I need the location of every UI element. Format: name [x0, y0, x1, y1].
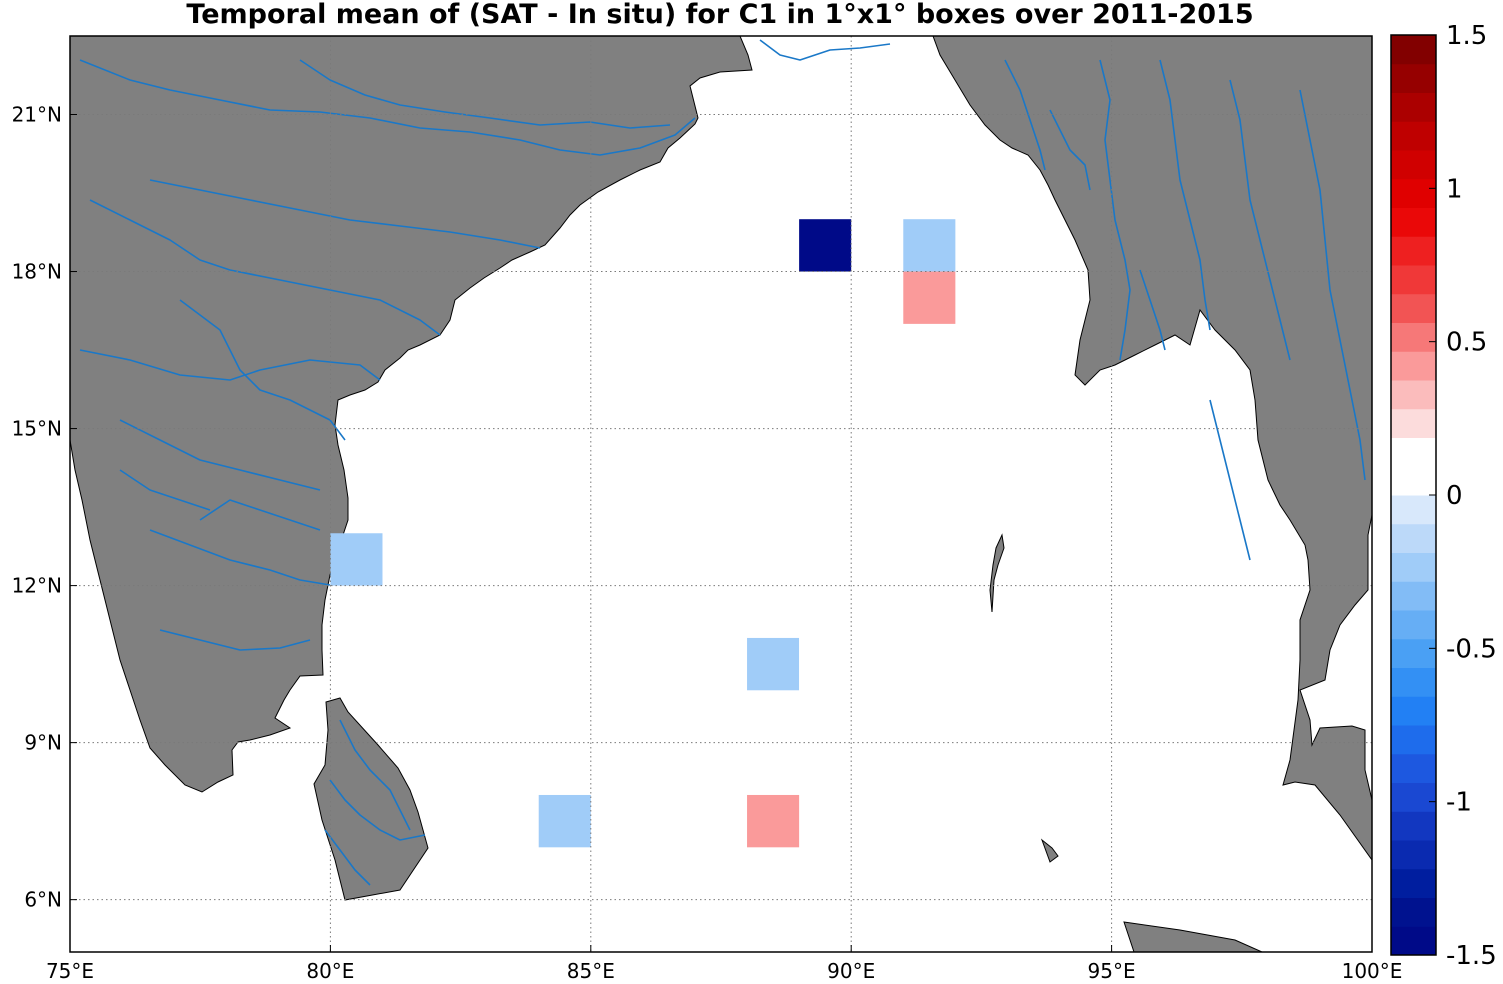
- colorbar-swatch: [1391, 351, 1436, 381]
- lat-tick-label: 18°N: [12, 260, 62, 284]
- lon-tick-label: 85°E: [567, 959, 615, 983]
- lon-tick-label: 80°E: [306, 959, 354, 983]
- heatmap-cell: [747, 637, 800, 691]
- heatmap-cell: [799, 219, 852, 272]
- land-india: [70, 36, 753, 793]
- colorbar-swatch: [1391, 265, 1436, 295]
- colorbar-swatch: [1391, 868, 1436, 898]
- colorbar-swatch: [1391, 753, 1436, 783]
- colorbar-swatch: [1391, 725, 1436, 755]
- map-axis-ticks: 75°E 80°E 85°E 90°E 95°E 100°E 6°N 9°N 12°N 15°N 1…: [12, 103, 1403, 983]
- colorbar-swatch: [1391, 408, 1436, 438]
- colorbar-swatch: [1391, 293, 1436, 323]
- lat-tick-label: 12°N: [12, 574, 62, 598]
- heatmap-cell: [747, 794, 800, 848]
- lon-tick-label: 75°E: [46, 959, 94, 983]
- colorbar-swatch: [1391, 121, 1436, 151]
- colorbar-swatch: [1391, 437, 1436, 467]
- land-andaman-islands: [989, 533, 1005, 613]
- colorbar-swatch: [1391, 380, 1436, 410]
- colorbar-swatch: [1391, 466, 1436, 496]
- lat-tick-label: 9°N: [24, 731, 62, 755]
- colorbar-swatch: [1391, 610, 1436, 640]
- heatmap-cell: [903, 219, 956, 272]
- heatmap-cell: [903, 271, 956, 324]
- lon-tick-label: 90°E: [827, 959, 875, 983]
- colorbar-swatch: [1391, 782, 1436, 812]
- colorbar-tick-label: 1.5: [1446, 21, 1487, 51]
- heatmap-cell: [330, 533, 383, 586]
- colorbar-swatch: [1391, 495, 1436, 525]
- gridlines: [70, 36, 1372, 952]
- lat-tick-label: 15°N: [12, 417, 62, 441]
- colorbar-swatch: [1391, 696, 1436, 726]
- heatmap-cell: [590, 585, 643, 691]
- land-sri-lanka: [313, 697, 429, 901]
- colorbar-swatch: [1391, 178, 1436, 208]
- heatmap-cell: [799, 637, 852, 691]
- heatmap-cells: [330, 219, 956, 848]
- colorbar-swatch: [1391, 523, 1436, 553]
- colorbar-swatch: [1391, 840, 1436, 870]
- colorbar-tick-label: -1: [1446, 788, 1472, 818]
- colorbar-swatch: [1391, 581, 1436, 611]
- colorbar-swatch: [1391, 150, 1436, 180]
- heatmap-cell: [538, 794, 591, 848]
- colorbar-swatch: [1391, 35, 1436, 65]
- colorbar: [1390, 34, 1437, 956]
- colorbar-tick-label: 0.5: [1446, 328, 1487, 358]
- lon-tick-label: 95°E: [1088, 959, 1136, 983]
- land-nicobar-islands: [1040, 838, 1059, 863]
- colorbar-tick-label: -0.5: [1446, 634, 1497, 664]
- lat-tick-label: 6°N: [24, 888, 62, 912]
- lon-tick-label: 100°E: [1342, 959, 1403, 983]
- land-sumatra: [1123, 921, 1263, 952]
- colorbar-swatch: [1391, 322, 1436, 352]
- colorbar-swatch: [1391, 926, 1436, 956]
- lat-tick-label: 21°N: [12, 103, 62, 127]
- colorbar-swatch: [1391, 236, 1436, 266]
- colorbar-swatch: [1391, 63, 1436, 93]
- colorbar-tick-label: 1: [1446, 174, 1463, 204]
- colorbar-swatch: [1391, 897, 1436, 927]
- colorbar-swatch: [1391, 638, 1436, 668]
- map-frame: [69, 35, 1373, 953]
- map-title: Temporal mean of (SAT - In situ) for C1 …: [186, 0, 1254, 30]
- colorbar-swatch: [1391, 92, 1436, 122]
- colorbar-swatch: [1391, 207, 1436, 237]
- colorbar-swatch: [1391, 552, 1436, 582]
- colorbar-swatch: [1391, 667, 1436, 697]
- colorbar-swatch: [1391, 811, 1436, 841]
- colorbar-tick-label: -1.5: [1446, 941, 1497, 971]
- colorbar-tick-label: 0: [1446, 481, 1463, 511]
- land-myanmar-bangladesh: [932, 36, 1372, 861]
- colorbar-ticks: 1.5 1 0.5 0 -0.5 -1 -1.5: [1429, 21, 1497, 971]
